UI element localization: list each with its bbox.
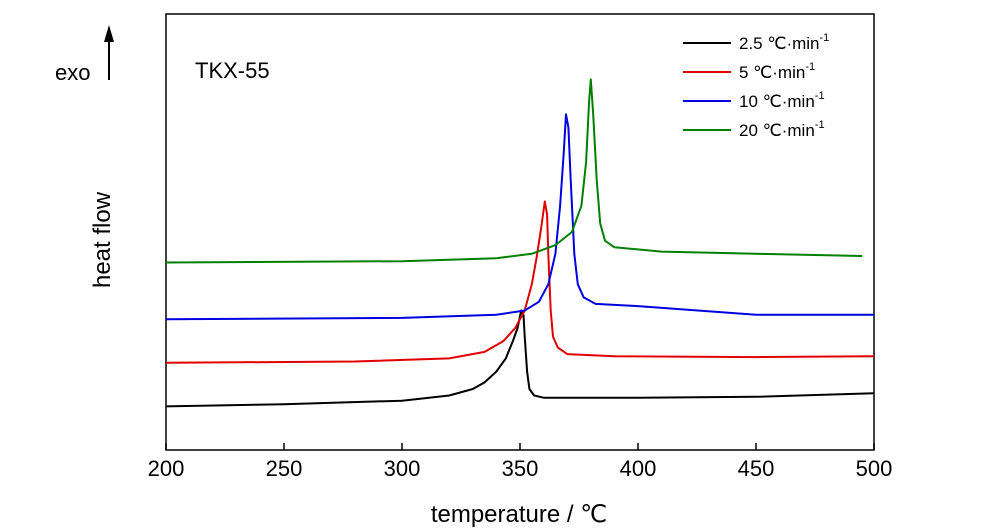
series-line: [165, 78, 863, 264]
x-tick-label: 450: [738, 456, 775, 481]
legend-label-sup: -1: [805, 61, 815, 73]
legend-label-sup: -1: [820, 32, 830, 44]
exo-arrow-icon: [104, 25, 114, 42]
x-tick-label: 400: [620, 456, 657, 481]
legend-label-main: 2.5 ℃·min: [739, 34, 820, 53]
legend-label-main: 20 ℃·min: [739, 121, 815, 140]
x-axis-label: temperature / ℃: [431, 501, 607, 528]
legend-label-sup: -1: [815, 90, 825, 102]
x-tick-label: 250: [266, 456, 303, 481]
x-tick-label: 350: [502, 456, 539, 481]
legend-label: 10 ℃·min-1: [739, 90, 825, 111]
series-line: [165, 113, 874, 321]
x-tick-label: 300: [384, 456, 421, 481]
x-tick-label: 200: [148, 456, 185, 481]
exo-label: exo: [55, 60, 90, 85]
x-tick-label: 500: [856, 456, 893, 481]
series-line: [165, 309, 875, 408]
legend-label-main: 5 ℃·min: [739, 63, 805, 82]
series-lines: [165, 78, 875, 408]
legend: 2.5 ℃·min-15 ℃·min-110 ℃·min-120 ℃·min-1: [683, 32, 829, 140]
legend-label-sup: -1: [815, 119, 825, 131]
legend-label: 20 ℃·min-1: [739, 119, 825, 140]
y-axis-label: heat flow: [89, 191, 116, 288]
series-line: [165, 200, 875, 364]
x-axis: 200 250 300 350 400 450 500: [148, 443, 893, 481]
legend-label-main: 10 ℃·min: [739, 92, 815, 111]
legend-label: 5 ℃·min-1: [739, 61, 815, 82]
sample-annotation: TKX-55: [195, 58, 270, 83]
legend-label: 2.5 ℃·min-1: [739, 32, 829, 53]
